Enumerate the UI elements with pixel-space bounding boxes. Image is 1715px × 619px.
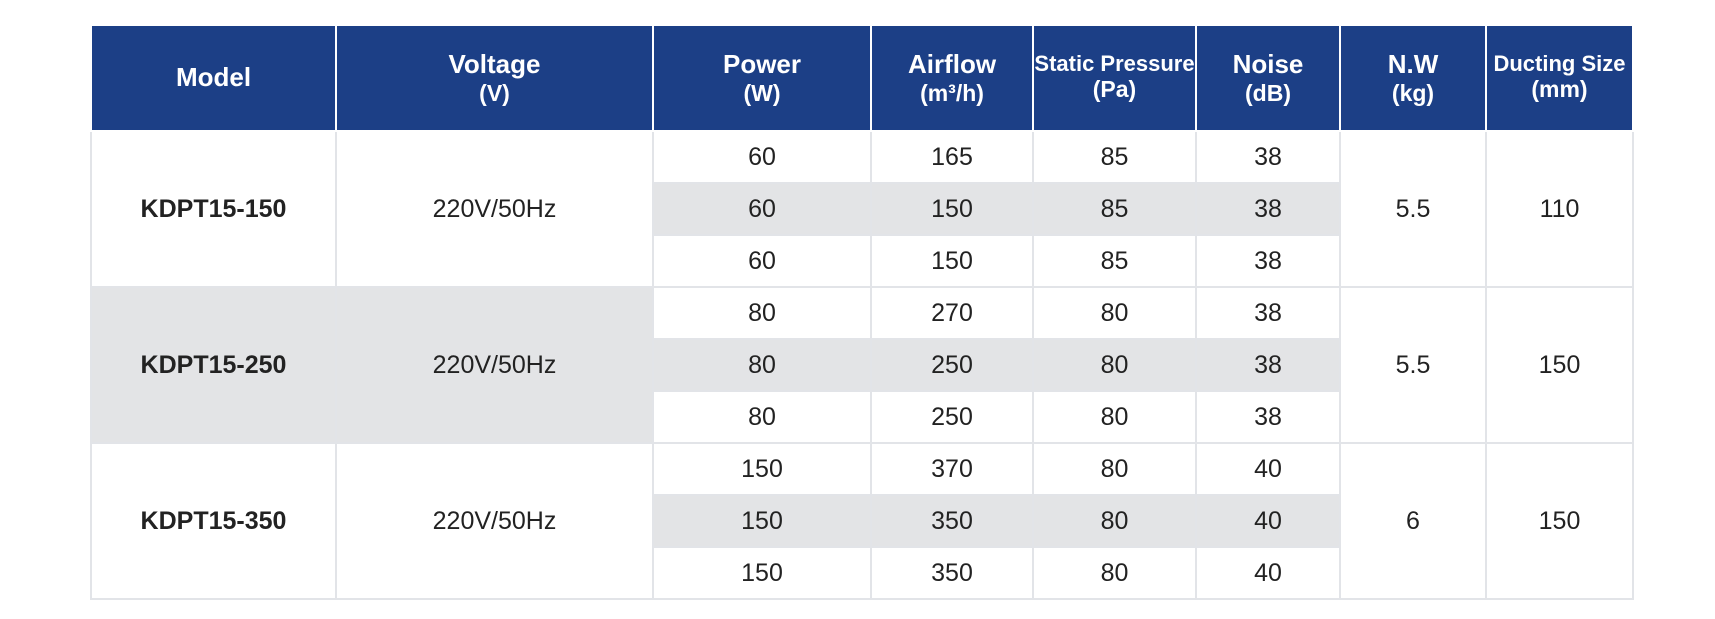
header-model: Model <box>90 24 337 132</box>
table-row: 150 350 80 40 <box>91 546 1633 600</box>
model-cell: KDPT15-250 <box>90 286 337 444</box>
header-static-pressure: Static Pressure (Pa) <box>1032 24 1197 132</box>
table-row: 60 150 85 38 <box>91 234 1633 288</box>
voltage-cell: 220V/50Hz <box>335 442 654 600</box>
airflow-cell: 165 <box>870 130 1034 184</box>
airflow-cell: 370 <box>870 442 1034 496</box>
airflow-cell: 350 <box>870 546 1034 600</box>
voltage-cell: 220V/50Hz <box>335 130 654 288</box>
header-airflow: Airflow (m³/h) <box>870 24 1034 132</box>
power-cell: 150 <box>652 442 872 496</box>
ducting-cell: 150 <box>1485 442 1634 600</box>
power-cell: 80 <box>652 338 872 392</box>
header-net-weight: N.W (kg) <box>1339 24 1487 132</box>
pressure-cell: 80 <box>1032 338 1197 392</box>
weight-cell: 6 <box>1339 442 1487 600</box>
power-cell: 60 <box>652 182 872 236</box>
spec-table: Model Voltage (V) Power (W) Airflow (m³/h) … <box>90 24 1634 600</box>
ducting-cell: 110 <box>1485 130 1634 288</box>
table-row: KDPT15-250 220V/50Hz 80 270 80 38 5.5 15… <box>90 286 1634 444</box>
weight-cell: 5.5 <box>1339 286 1487 444</box>
power-cell: 80 <box>652 390 872 444</box>
airflow-cell: 350 <box>870 494 1034 548</box>
pressure-cell: 80 <box>1032 286 1197 340</box>
noise-cell: 38 <box>1195 338 1341 392</box>
airflow-cell: 150 <box>870 182 1034 236</box>
model-cell: KDPT15-350 <box>90 442 337 600</box>
pressure-cell: 80 <box>1032 494 1197 548</box>
noise-cell: 38 <box>1195 130 1341 184</box>
pressure-cell: 80 <box>1032 390 1197 444</box>
ducting-cell: 150 <box>1485 286 1634 444</box>
power-cell: 60 <box>652 130 872 184</box>
airflow-cell: 250 <box>870 338 1034 392</box>
pressure-cell: 85 <box>1032 130 1197 184</box>
noise-cell: 38 <box>1195 182 1341 236</box>
table-row: KDPT15-150 220V/50Hz 60 165 85 38 5.5 11… <box>90 130 1634 288</box>
header-power: Power (W) <box>652 24 872 132</box>
pressure-cell: 80 <box>1032 442 1197 496</box>
pressure-cell: 80 <box>1032 546 1197 600</box>
power-cell: 60 <box>652 234 872 288</box>
table-row: 80 250 80 38 <box>91 390 1633 444</box>
airflow-cell: 150 <box>870 234 1034 288</box>
table-row: KDPT15-350 220V/50Hz 150 370 80 40 6 150 <box>90 442 1634 600</box>
noise-cell: 40 <box>1195 546 1341 600</box>
pressure-cell: 85 <box>1032 234 1197 288</box>
table-row: 80 250 80 38 <box>91 338 1633 392</box>
power-cell: 150 <box>652 546 872 600</box>
noise-cell: 38 <box>1195 234 1341 288</box>
noise-cell: 38 <box>1195 390 1341 444</box>
voltage-cell: 220V/50Hz <box>335 286 654 444</box>
header-noise: Noise (dB) <box>1195 24 1341 132</box>
header-ducting-size: Ducting Size (mm) <box>1485 24 1634 132</box>
airflow-cell: 270 <box>870 286 1034 340</box>
model-cell: KDPT15-150 <box>90 130 337 288</box>
table-row: 60 150 85 38 <box>91 182 1633 236</box>
weight-cell: 5.5 <box>1339 130 1487 288</box>
header-row: Model Voltage (V) Power (W) Airflow (m³/h) … <box>90 24 1634 132</box>
airflow-cell: 250 <box>870 390 1034 444</box>
noise-cell: 40 <box>1195 442 1341 496</box>
noise-cell: 40 <box>1195 494 1341 548</box>
pressure-cell: 85 <box>1032 182 1197 236</box>
noise-cell: 38 <box>1195 286 1341 340</box>
table-row: 150 350 80 40 <box>91 494 1633 548</box>
header-voltage: Voltage (V) <box>335 24 654 132</box>
power-cell: 150 <box>652 494 872 548</box>
power-cell: 80 <box>652 286 872 340</box>
